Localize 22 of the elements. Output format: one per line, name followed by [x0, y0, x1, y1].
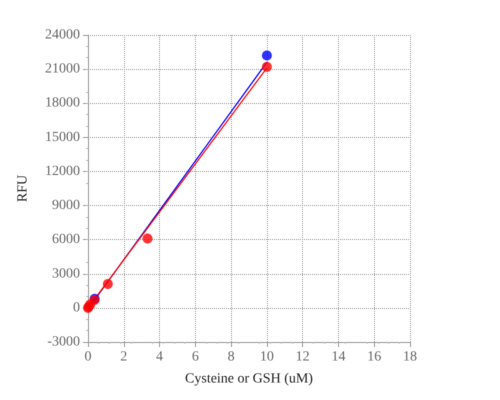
x-tick-label: 14 [331, 350, 346, 364]
y-axis-title: RFU [16, 174, 30, 202]
y-tick-label: -3000 [47, 334, 80, 350]
y-tick-label: 9000 [52, 198, 80, 214]
x-tick-label: 0 [84, 350, 92, 364]
x-tick-label: 2 [120, 350, 128, 364]
y-tick-label: 21000 [45, 62, 80, 77]
y-tick-label: 18000 [45, 96, 80, 111]
y-tick-label: 12000 [45, 164, 80, 179]
x-tick-label: 6 [192, 350, 199, 364]
y-tick-label: 24000 [45, 28, 80, 42]
y-tick-label: 0 [73, 300, 80, 316]
x-tick-label: 16 [367, 350, 382, 364]
x-tick-label: 8 [228, 350, 235, 364]
x-tick-label: 4 [156, 350, 164, 364]
x-tick-label: 10 [260, 350, 274, 364]
x-axis-title: Cysteine or GSH (uM) [185, 372, 314, 386]
y-tick-label: 6000 [52, 232, 80, 248]
y-tick-label: 3000 [52, 266, 80, 282]
x-tick-label: 18 [403, 350, 417, 364]
y-tick-label: 15000 [45, 130, 80, 145]
x-tick-label: 12 [296, 350, 310, 364]
